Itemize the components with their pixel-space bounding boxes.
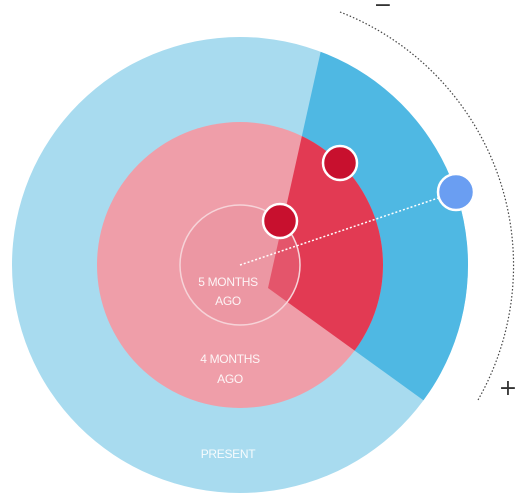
ring-label: 4 MONTHS bbox=[200, 352, 260, 366]
slider-handle[interactable] bbox=[436, 172, 476, 212]
zoom-out[interactable]: − bbox=[374, 0, 392, 18]
ring-label: 5 MONTHS bbox=[198, 275, 258, 289]
ring-label: AGO bbox=[217, 372, 243, 386]
item-dot[interactable] bbox=[261, 202, 299, 240]
ring-label: AGO bbox=[215, 294, 241, 308]
ring-label: PRESENT bbox=[201, 447, 257, 461]
zoom-in[interactable]: + bbox=[499, 376, 516, 401]
item-dot[interactable] bbox=[321, 144, 359, 182]
